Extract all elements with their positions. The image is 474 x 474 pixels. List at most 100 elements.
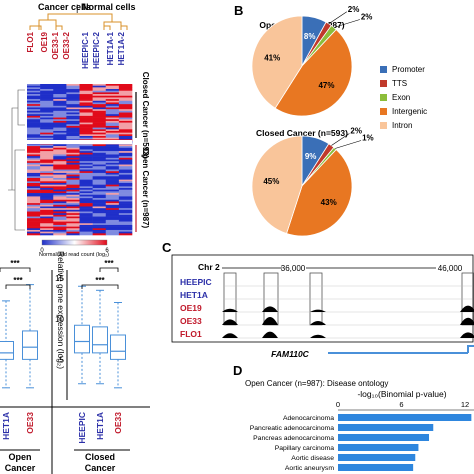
pie-leader-line [334, 140, 362, 149]
sample-label: OE33-2 [62, 31, 71, 59]
heatmap-cell [92, 107, 107, 110]
panel-label-b: B [234, 3, 243, 18]
heatmap-cell [105, 194, 120, 197]
heatmap-cell [40, 204, 54, 207]
heatmap-cell [40, 94, 54, 97]
heatmap-cell [79, 171, 93, 174]
heatmap-cell [79, 109, 93, 112]
heatmap-cell [40, 194, 54, 197]
heatmap-cell [40, 110, 54, 113]
heatmap-cell [118, 119, 133, 122]
heatmap-cell [53, 206, 67, 209]
heatmap-cell [53, 95, 67, 98]
heatmap-cell [40, 151, 54, 154]
heatmap-cell [53, 146, 67, 149]
heatmap-cell [53, 105, 67, 108]
heatmap-cell [105, 104, 120, 107]
heatmap-cell [27, 107, 41, 110]
heatmap-cell [105, 107, 120, 110]
heatmap-cell [40, 107, 54, 110]
heatmap-cell [105, 221, 120, 224]
heatmap-cell [53, 129, 67, 132]
heatmap-cell [92, 201, 107, 204]
heatmap-cell [40, 211, 54, 214]
heatmap-cell [53, 211, 67, 214]
heatmap-cell [118, 184, 133, 187]
heatmap-cell [105, 169, 120, 172]
heatmap-cell [53, 154, 67, 157]
heatmap-cell [53, 188, 67, 190]
heatmap-cell [53, 204, 67, 207]
boxplot-sample-label: HET1A [1, 412, 11, 440]
heatmap-cell [92, 219, 107, 222]
heatmap-cell [27, 115, 41, 118]
heatmap-cell [105, 156, 120, 159]
heatmap-cell [79, 194, 93, 197]
heatmap-cell [118, 120, 133, 123]
legend-swatch [380, 66, 387, 73]
heatmap-cell [40, 198, 54, 201]
heatmap-cell [105, 120, 120, 123]
heatmap-cell [79, 179, 93, 182]
heatmap-cell [66, 224, 80, 227]
heatmap-cell [66, 107, 80, 110]
heatmap-cell [27, 177, 41, 180]
heatmap-cell [27, 171, 41, 174]
heatmap-cell [118, 109, 133, 112]
heatmap-cell [40, 166, 54, 169]
heatmap-cell [27, 156, 41, 159]
heatmap-cell [118, 219, 133, 222]
heatmap-cell [118, 90, 133, 93]
heatmap-cell [92, 181, 107, 184]
heatmap-cell [79, 188, 93, 190]
heatmap-cell [105, 172, 120, 175]
heatmap-cell [66, 114, 80, 117]
heatmap-cell [92, 182, 107, 185]
heatmap-cell [79, 176, 93, 179]
heatmap-cell [79, 228, 93, 231]
heatmap-cell [66, 199, 80, 202]
heatmap-cell [27, 213, 41, 216]
heatmap-cell [27, 188, 41, 190]
row-dendrogram [8, 89, 25, 231]
heatmap-cell [40, 181, 54, 184]
heatmap-cell [40, 182, 54, 185]
heatmap-cell [118, 228, 133, 231]
heatmap-cell [66, 213, 80, 216]
heatmap-cell [66, 198, 80, 201]
heatmap-cell [79, 144, 93, 147]
heatmap-cell [79, 191, 93, 194]
heatmap-cell [66, 226, 80, 229]
heatmap-cell [27, 211, 41, 214]
heatmap-cell [40, 117, 54, 120]
heatmap-cell [105, 137, 120, 140]
heatmap-cell [105, 201, 120, 204]
heatmap-cell [27, 114, 41, 117]
panel-d-title: Open Cancer (n=987): Disease ontology [245, 379, 388, 388]
heatmap-cell [27, 199, 41, 202]
heatmap-cell [40, 130, 54, 133]
pie-label: 2% [350, 127, 362, 136]
heatmap-cell [79, 223, 93, 226]
ontology-term-label: Pancreas adenocarcinoma [253, 435, 334, 442]
heatmap-cell [27, 90, 41, 93]
heatmap-cell [79, 112, 93, 115]
heatmap-cell [105, 109, 120, 112]
heatmap-cell [118, 174, 133, 177]
pie-label: 47% [318, 81, 334, 90]
heatmap-cell [66, 85, 80, 88]
heatmap-cell [53, 89, 67, 92]
heatmap-cell [53, 161, 67, 164]
heatmap-cell [27, 176, 41, 179]
heatmap-cell [53, 184, 67, 187]
pie-label: 43% [321, 198, 337, 207]
heatmap-cell [40, 219, 54, 222]
heatmap-cell [27, 206, 41, 209]
heatmap-cell [40, 208, 54, 211]
heatmap-cell [92, 92, 107, 95]
signal-peak [460, 305, 474, 312]
heatmap-cell [118, 176, 133, 179]
boxplot-y-tick: 10 [55, 315, 64, 324]
heatmap-cell [105, 223, 120, 226]
heatmap-cell [40, 193, 54, 196]
